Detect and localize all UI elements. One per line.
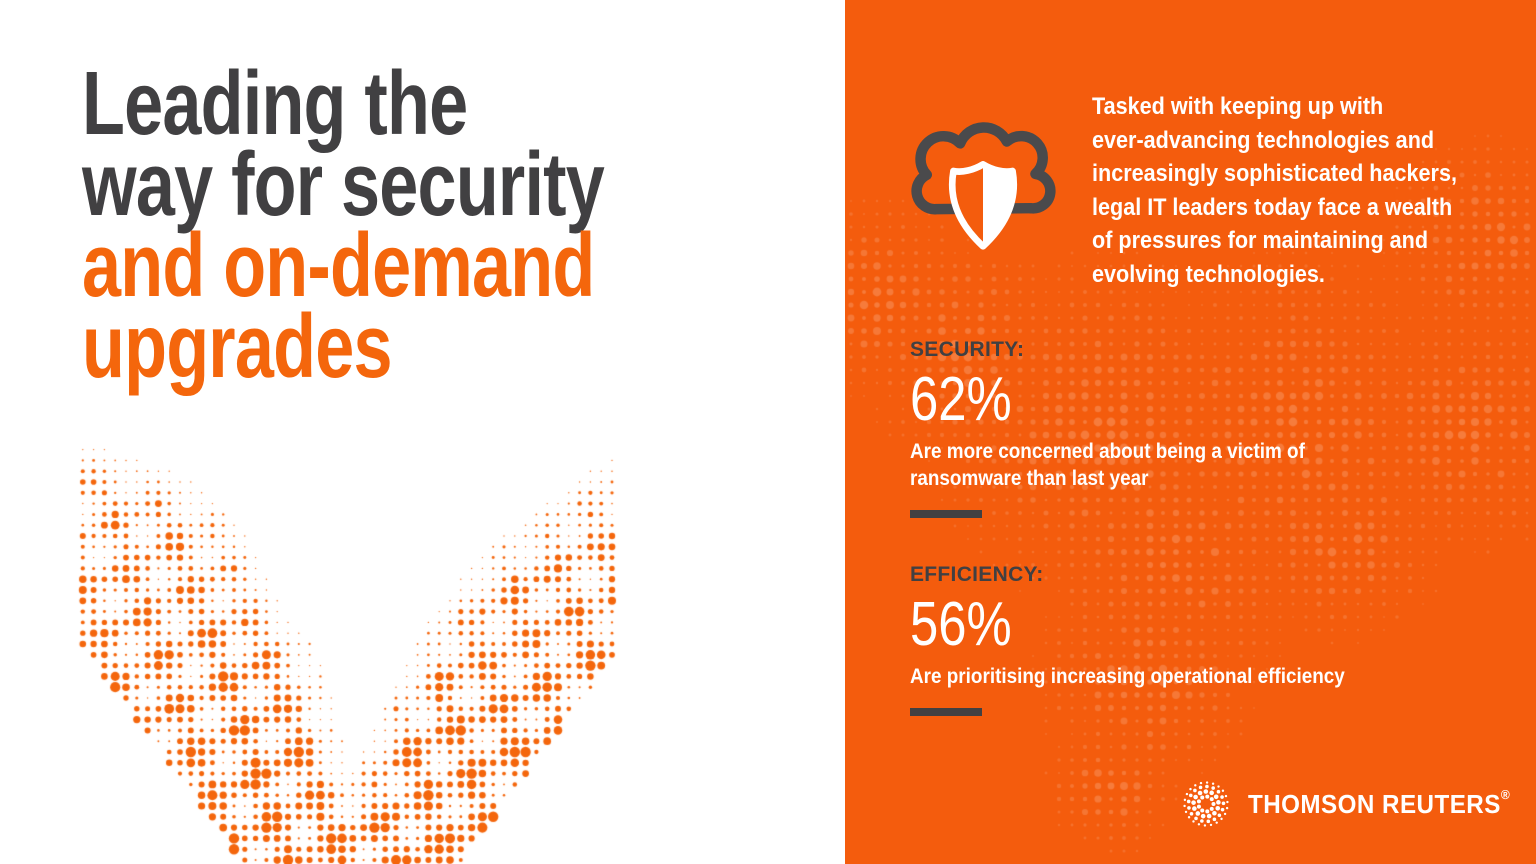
cloud-security-shield-icon: [911, 122, 1056, 250]
registered-mark-icon: ®: [1500, 786, 1511, 802]
stat-label: EFFICIENCY:: [910, 563, 1044, 586]
heading-orange-lines: and on-demand upgrades: [82, 216, 595, 397]
right-panel: Tasked with keeping up with ever-advanci…: [845, 0, 1536, 864]
chevron-halftone-graphic: [0, 420, 700, 864]
divider: [910, 708, 982, 716]
stat-block-efficiency: EFFICIENCY: 56% Are prioritising increas…: [910, 563, 1470, 716]
heading-gray-lines: Leading the way for security: [82, 54, 605, 235]
stat-value: 62%: [910, 365, 1012, 434]
brand-logo: THOMSON REUTERS®: [1182, 780, 1530, 828]
page-title: Leading the way for security and on-dema…: [82, 54, 605, 397]
thomson-reuters-kinesis-icon: [1183, 781, 1229, 827]
left-section: Leading the way for security and on-dema…: [0, 54, 700, 864]
brand-wordmark: THOMSON REUTERS®: [1248, 786, 1511, 820]
stat-block-security: SECURITY: 62% Are more concerned about b…: [910, 338, 1470, 518]
divider: [910, 510, 982, 518]
stat-value: 56%: [910, 590, 1012, 659]
stat-description: Are more concerned about being a victim …: [910, 440, 1305, 490]
intro-text: Tasked with keeping up with ever-advanci…: [1092, 93, 1457, 288]
brand-name: THOMSON REUTERS: [1248, 788, 1501, 819]
stat-label: SECURITY:: [910, 338, 1025, 361]
stat-description: Are prioritising increasing operational …: [910, 665, 1345, 688]
